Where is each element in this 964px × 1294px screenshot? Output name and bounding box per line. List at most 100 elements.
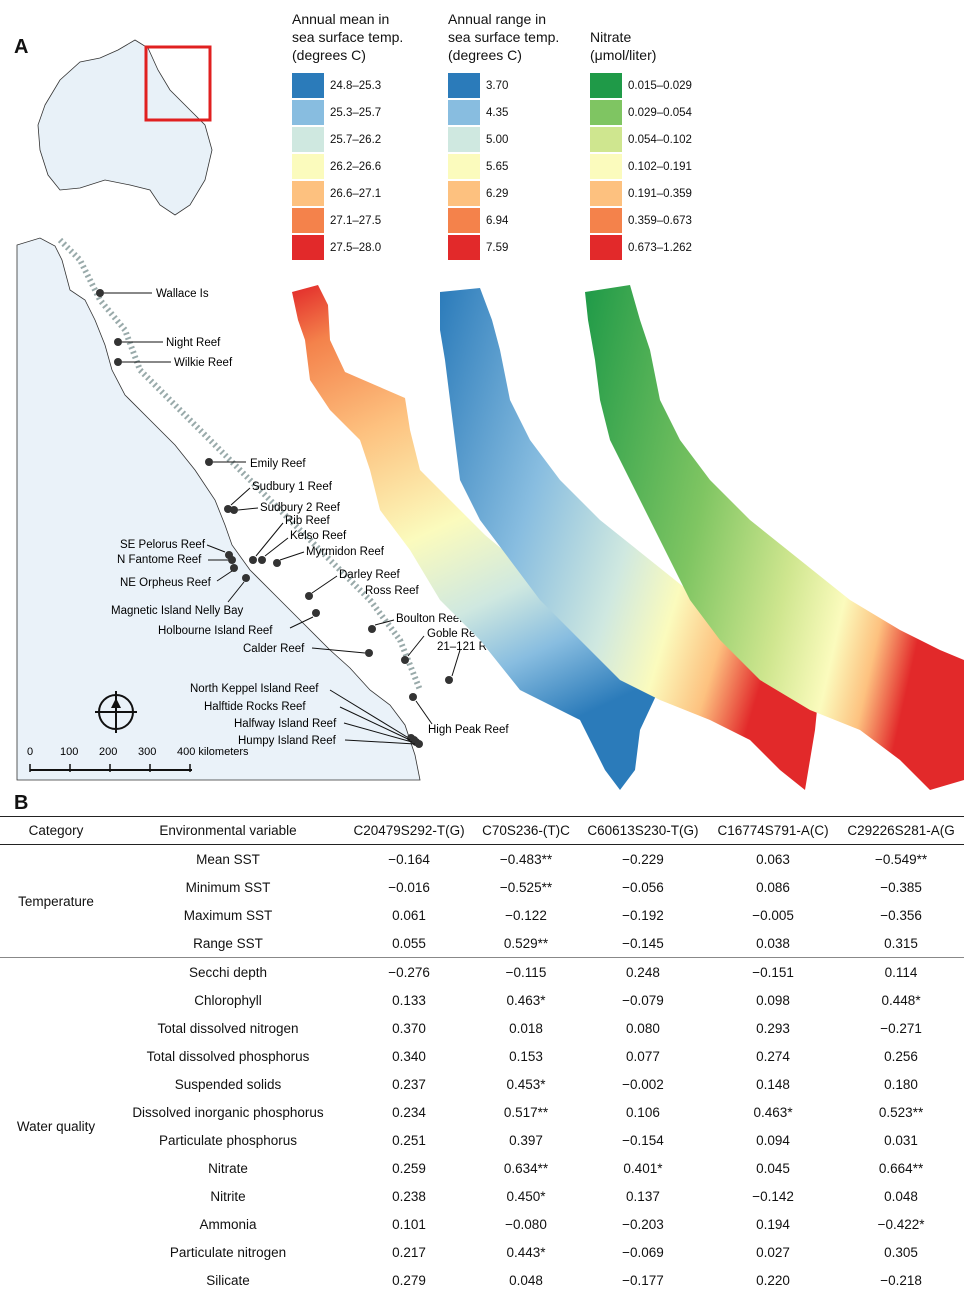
reef-label: NE Orpheus Reef <box>120 577 212 589</box>
variable-cell: Dissolved inorganic phosphorus <box>112 1098 344 1126</box>
australia-inset-map <box>38 40 212 215</box>
value-cell: 0.094 <box>708 1126 838 1154</box>
legend-value: 3.70 <box>486 77 508 95</box>
legend-swatch <box>590 73 622 98</box>
legend-row: 24.8–25.3 <box>292 72 403 99</box>
variable-cell: Mean SST <box>112 845 344 874</box>
reef-label: Emily Reef <box>250 458 306 470</box>
value-cell: 0.106 <box>578 1098 708 1126</box>
reef-label: Sudbury 1 Reef <box>252 481 333 493</box>
legend-title: Nitrate (μmol/liter) <box>590 28 692 64</box>
legend-value: 0.102–0.191 <box>628 158 692 176</box>
legend-swatch <box>292 181 324 206</box>
variable-cell: Nitrite <box>112 1182 344 1210</box>
legend-swatch <box>590 181 622 206</box>
legend-value: 4.35 <box>486 104 508 122</box>
scale-tick: 100 <box>60 746 78 758</box>
value-cell: 0.664** <box>838 1154 964 1182</box>
legend-row: 0.102–0.191 <box>590 153 692 180</box>
value-cell: −0.229 <box>578 845 708 874</box>
legend-sst-range: Annual range in sea surface temp. (degre… <box>448 10 559 261</box>
variable-cell: Total dissolved nitrogen <box>112 1014 344 1042</box>
value-cell: 0.038 <box>708 929 838 958</box>
reef-label: Holbourne Island Reef <box>158 625 273 637</box>
legend-swatch <box>292 154 324 179</box>
legend-row: 0.015–0.029 <box>590 72 692 99</box>
reef-label: Calder Reef <box>243 643 305 655</box>
value-cell: 0.340 <box>344 1042 474 1070</box>
legend-row: 27.5–28.0 <box>292 234 403 261</box>
legend-swatch <box>292 208 324 233</box>
value-cell: 0.238 <box>344 1182 474 1210</box>
value-cell: −0.002 <box>578 1070 708 1098</box>
reef-label: Magnetic Island Nelly Bay <box>111 605 244 617</box>
value-cell: −0.016 <box>344 873 474 901</box>
category-cell: Water quality <box>0 958 112 1294</box>
legend-row: 25.3–25.7 <box>292 99 403 126</box>
header-cell: C20479S292-T(G) <box>344 817 474 845</box>
value-cell: 0.248 <box>578 958 708 987</box>
value-cell: 0.101 <box>344 1210 474 1238</box>
value-cell: −0.080 <box>474 1210 578 1238</box>
variable-cell: Range SST <box>112 929 344 958</box>
legend-row: 6.29 <box>448 180 559 207</box>
header-cell: C16774S791-A(C) <box>708 817 838 845</box>
legend-value: 27.5–28.0 <box>330 239 381 257</box>
header-cell: Environmental variable <box>112 817 344 845</box>
legend-value: 27.1–27.5 <box>330 212 381 230</box>
legend-value: 0.015–0.029 <box>628 77 692 95</box>
legend-value: 0.359–0.673 <box>628 212 692 230</box>
legend-swatch <box>590 235 622 260</box>
legend-value: 0.029–0.054 <box>628 104 692 122</box>
legend-title: Annual range in sea surface temp. (degre… <box>448 10 559 64</box>
legend-value: 24.8–25.3 <box>330 77 381 95</box>
legend-swatch <box>448 154 480 179</box>
value-cell: 0.401* <box>578 1154 708 1182</box>
legend-row: 5.65 <box>448 153 559 180</box>
reef-label: Halftide Rocks Reef <box>204 701 306 713</box>
value-cell: 0.153 <box>474 1042 578 1070</box>
value-cell: 0.027 <box>708 1238 838 1266</box>
legend-row: 6.94 <box>448 207 559 234</box>
value-cell: 0.259 <box>344 1154 474 1182</box>
legend-row: 0.673–1.262 <box>590 234 692 261</box>
legend-swatch <box>590 208 622 233</box>
value-cell: 0.529** <box>474 929 578 958</box>
reef-label: Night Reef <box>166 337 221 349</box>
reef-label: N Fantome Reef <box>117 554 202 566</box>
reef-label: Sudbury 2 Reef <box>260 502 341 514</box>
legend-row: 0.054–0.102 <box>590 126 692 153</box>
value-cell: 0.077 <box>578 1042 708 1070</box>
value-cell: 0.217 <box>344 1238 474 1266</box>
legend-row: 0.359–0.673 <box>590 207 692 234</box>
value-cell: 0.448* <box>838 986 964 1014</box>
header-cell: C29226S281-A(G <box>838 817 964 845</box>
legend-value: 0.673–1.262 <box>628 239 692 257</box>
table-header-row: Category Environmental variable C20479S2… <box>0 817 964 845</box>
legend-swatch <box>448 127 480 152</box>
scale-tick: 200 <box>99 746 117 758</box>
header-cell: Category <box>0 817 112 845</box>
variable-cell: Chlorophyll <box>112 986 344 1014</box>
value-cell: 0.194 <box>708 1210 838 1238</box>
reef-label: Humpy Island Reef <box>238 735 337 747</box>
legend-value: 7.59 <box>486 239 508 257</box>
value-cell: 0.634** <box>474 1154 578 1182</box>
value-cell: 0.397 <box>474 1126 578 1154</box>
header-cell: C70S236-(T)C <box>474 817 578 845</box>
variable-cell: Particulate phosphorus <box>112 1126 344 1154</box>
variable-cell: Minimum SST <box>112 873 344 901</box>
value-cell: 0.463* <box>474 986 578 1014</box>
value-cell: 0.370 <box>344 1014 474 1042</box>
variable-cell: Ammonia <box>112 1210 344 1238</box>
value-cell: −0.145 <box>578 929 708 958</box>
legend-row: 0.029–0.054 <box>590 99 692 126</box>
